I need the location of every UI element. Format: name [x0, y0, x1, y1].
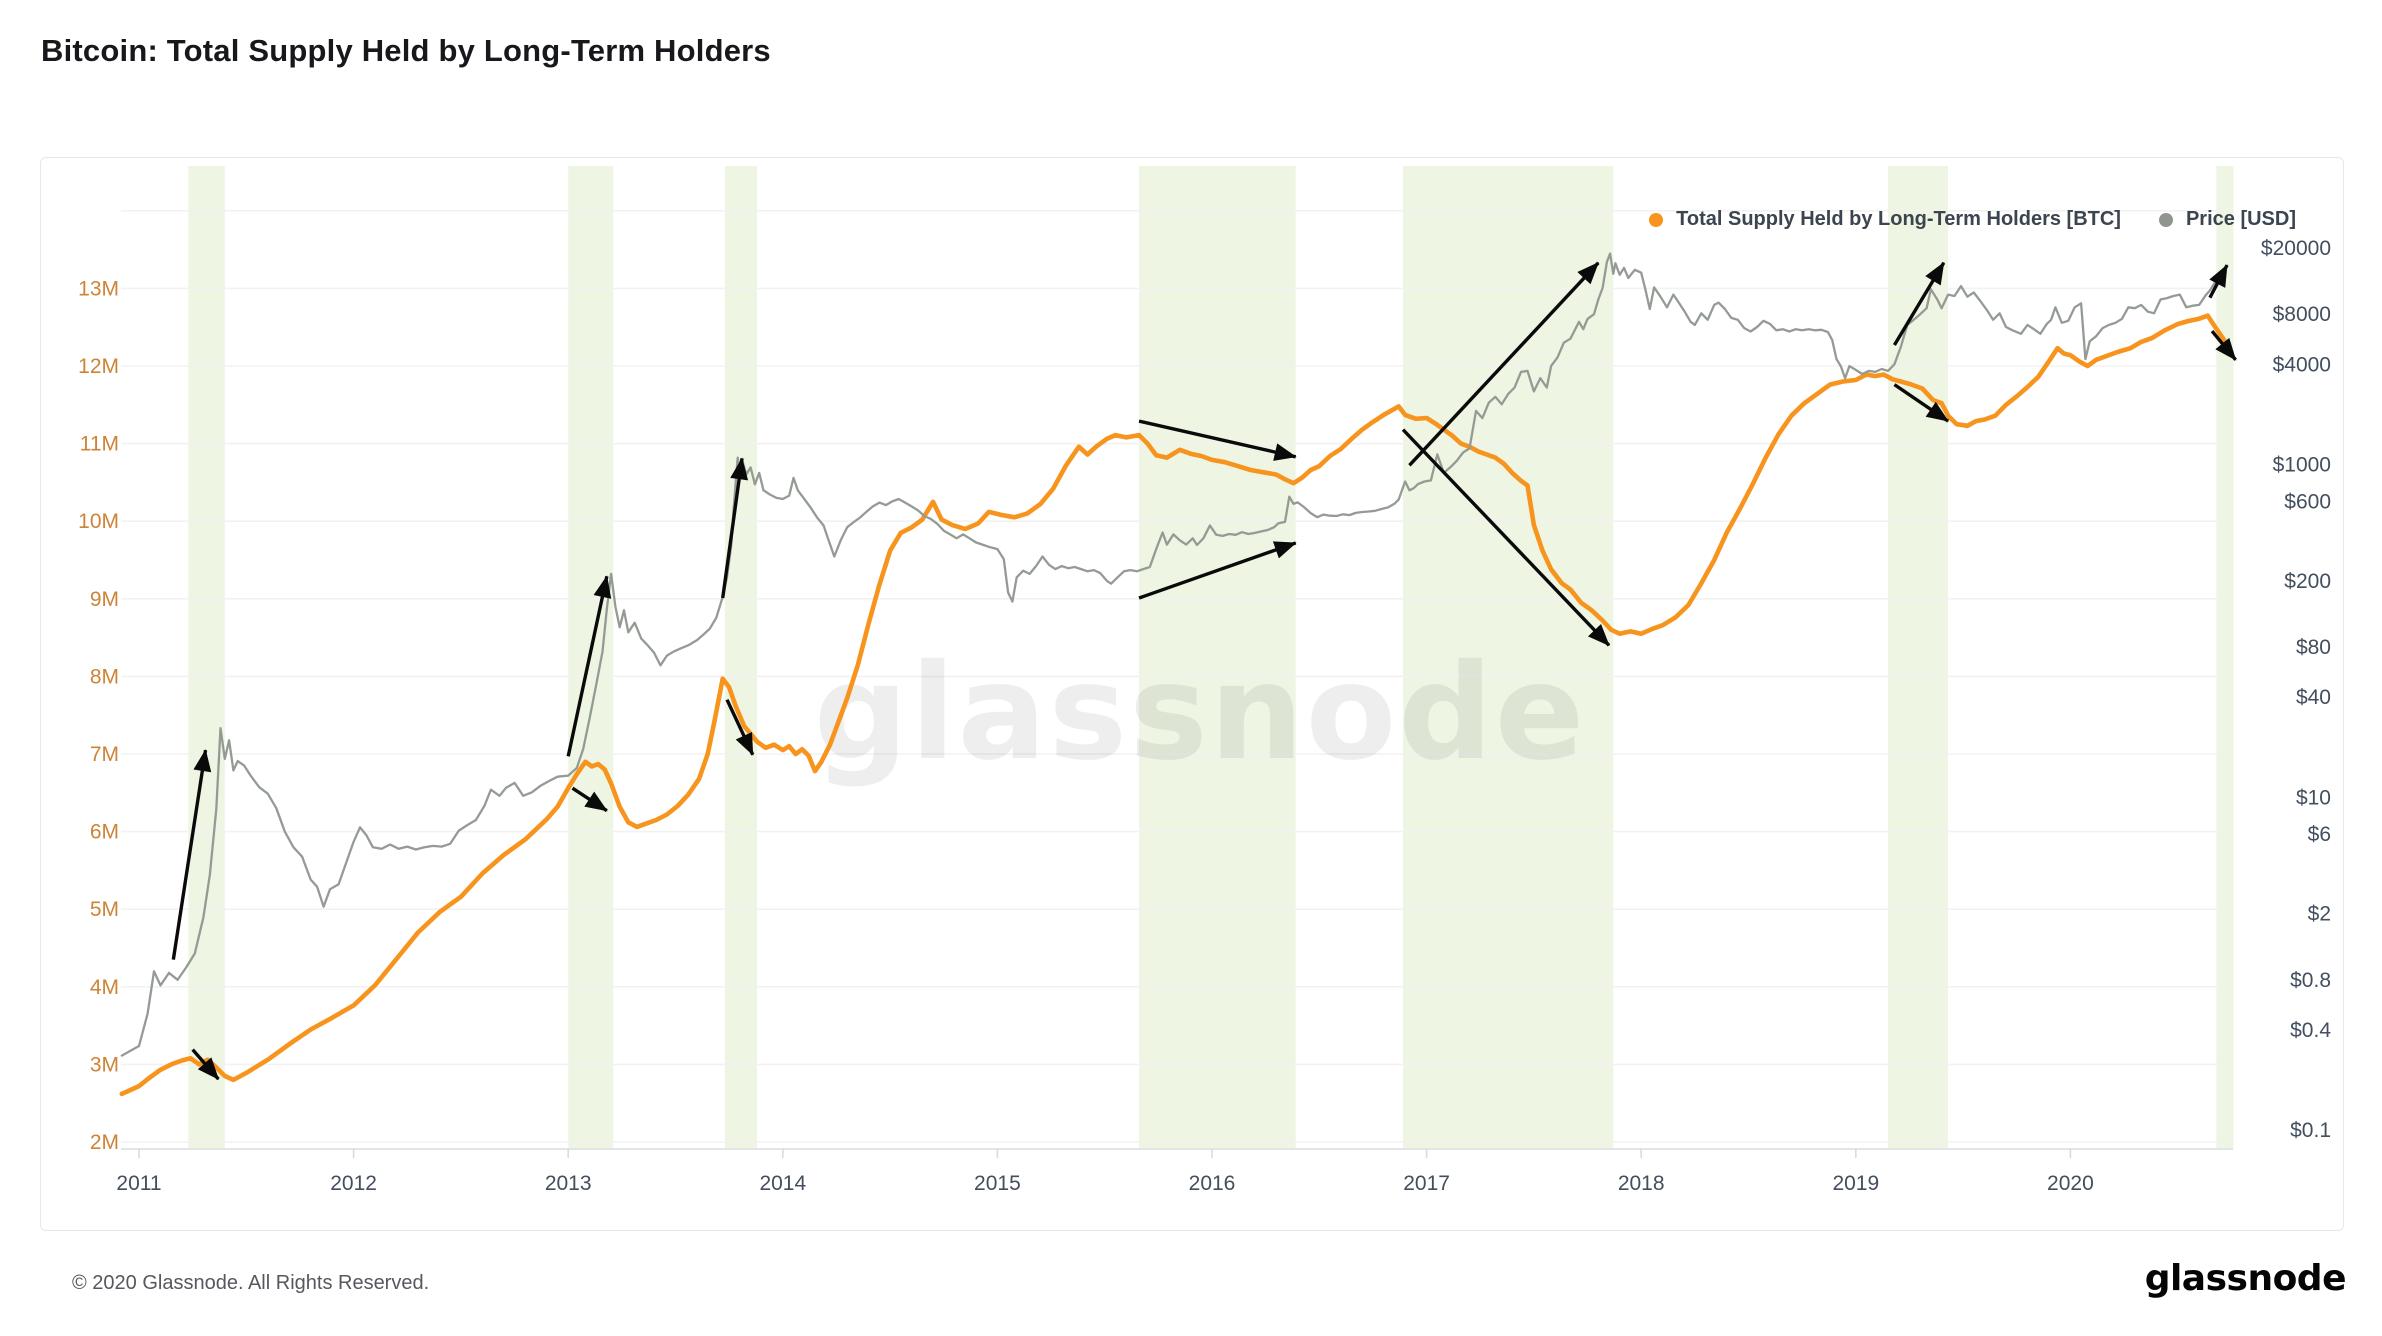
annotation-arrow — [191, 1048, 220, 1081]
annotation-arrow — [571, 786, 608, 813]
annotation-arrow — [1401, 428, 1611, 647]
y-right-tick-label: $40 — [2296, 686, 2331, 709]
y-left-tick-label: 11M — [80, 433, 119, 456]
y-left-tick-label: 4M — [90, 976, 119, 999]
annotation-arrow — [1138, 419, 1297, 461]
y-right-tick-label: $2 — [2308, 903, 2331, 926]
x-tick-label: 2020 — [2047, 1172, 2094, 1195]
annotation-arrow — [566, 575, 612, 757]
y-left-tick-label: 3M — [90, 1053, 119, 1076]
y-right-tick-label: $6 — [2308, 823, 2331, 846]
y-left-tick-label: 13M — [78, 277, 119, 300]
x-tick-label: 2013 — [545, 1172, 592, 1195]
supply-series-dot-icon — [1649, 212, 1664, 227]
highlight-band — [2216, 166, 2234, 1149]
y-right-tick-label: $0.4 — [2290, 1019, 2331, 1042]
annotation-arrow — [1138, 541, 1297, 600]
legend-item-price[interactable]: Price [USD] — [2158, 208, 2296, 231]
price-series-dot-icon — [2158, 212, 2173, 227]
chart-card: glassnode 13M 12M 11M 10M 9M 8M 7M 6M 5M 4M 3M 2M $20… — [40, 157, 2344, 1231]
x-tick-label: 2014 — [759, 1172, 806, 1195]
x-tick-label: 2017 — [1403, 1172, 1450, 1195]
x-tick-label: 2012 — [330, 1172, 377, 1195]
y-right-tick-label: $80 — [2296, 636, 2331, 659]
y-right-tick-label: $8000 — [2273, 303, 2331, 326]
annotation-arrow — [1408, 261, 1600, 467]
y-left-tick-label: 8M — [90, 665, 119, 688]
glassnode-logo: glassnode — [2144, 1258, 2347, 1299]
y-right-tick-label: $200 — [2284, 570, 2331, 593]
price-line-series — [120, 252, 2227, 1057]
annotation-arrow — [1892, 261, 1946, 346]
annotation-arrow — [725, 698, 755, 756]
annotation-arrow — [721, 457, 749, 599]
highlight-band — [1402, 166, 1614, 1149]
x-tick-label: 2019 — [1832, 1172, 1879, 1195]
y-left-tick-label: 6M — [90, 821, 119, 844]
highlight-band — [1887, 166, 1949, 1149]
y-right-tick-label: $1000 — [2273, 453, 2331, 476]
legend-price-label: Price [USD] — [2185, 208, 2296, 230]
y-left-tick-label: 12M — [78, 355, 119, 378]
y-left-tick-label: 7M — [90, 743, 119, 766]
x-tick-label: 2016 — [1189, 1172, 1236, 1195]
x-tick-label: 2018 — [1618, 1172, 1665, 1195]
annotation-arrow — [1893, 383, 1950, 423]
annotation-arrow — [2208, 264, 2229, 299]
y-left-tick-label: 5M — [90, 898, 119, 921]
page-title: Bitcoin: Total Supply Held by Long-Term … — [41, 33, 771, 68]
highlight-band — [1139, 166, 1296, 1149]
supply-line-series — [119, 313, 2228, 1097]
chart-plot-area[interactable]: glassnode 13M 12M 11M 10M 9M 8M 7M 6M 5M 4M 3M 2M $20… — [41, 158, 2343, 1230]
y-left-tick-label: 10M — [78, 510, 119, 533]
y-right-tick-label: $4000 — [2273, 353, 2331, 376]
chart-legend: Total Supply Held by Long-Term Holders [… — [1649, 208, 2296, 231]
glassnode-watermark: glassnode — [814, 636, 1587, 790]
y-right-tick-label: $0.8 — [2290, 969, 2331, 992]
y-left-tick-label: 9M — [90, 588, 119, 611]
y-right-tick-label: $600 — [2284, 490, 2331, 513]
highlight-band — [188, 166, 225, 1149]
legend-supply-label: Total Supply Held by Long-Term Holders [… — [1676, 208, 2121, 230]
annotation-arrow — [171, 749, 212, 960]
legend-item-supply[interactable]: Total Supply Held by Long-Term Holders [… — [1649, 208, 2121, 231]
x-tick-label: 2015 — [974, 1172, 1021, 1195]
copyright-text: © 2020 Glassnode. All Rights Reserved. — [72, 1272, 430, 1294]
y-right-tick-label: $10 — [2296, 786, 2331, 809]
x-tick-label: 2011 — [116, 1172, 161, 1195]
highlight-band — [724, 166, 758, 1149]
annotation-arrow — [2210, 330, 2237, 361]
y-right-tick-label: $20000 — [2261, 237, 2331, 260]
y-right-tick-label: $0.1 — [2290, 1119, 2331, 1142]
y-left-tick-label: 2M — [90, 1131, 119, 1154]
